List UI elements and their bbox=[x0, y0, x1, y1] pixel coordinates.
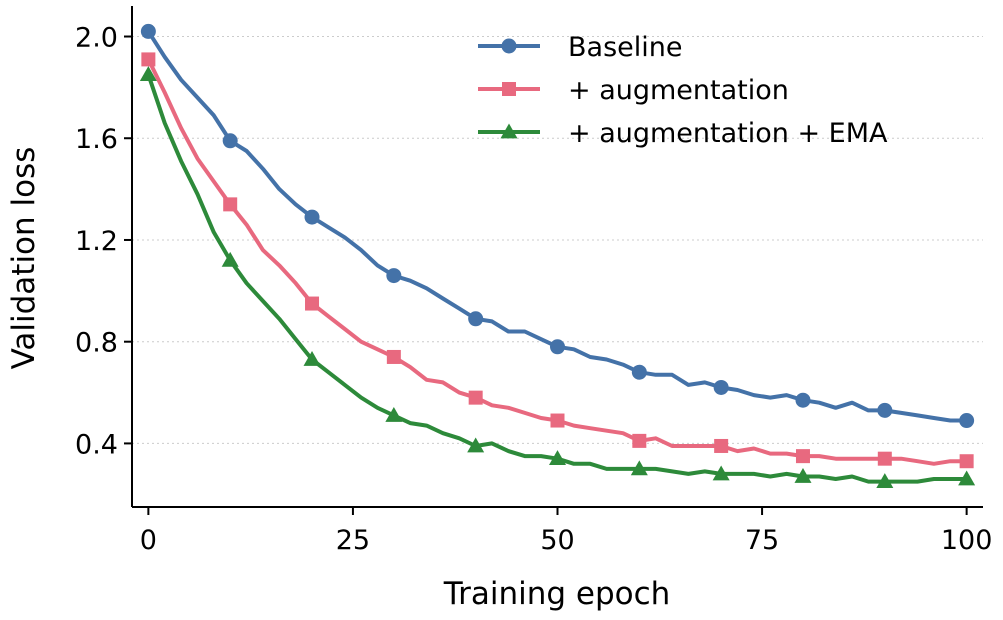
data-point-marker bbox=[794, 467, 812, 483]
data-point-marker bbox=[221, 251, 239, 267]
data-point-marker bbox=[631, 364, 647, 380]
data-point-marker bbox=[550, 339, 565, 355]
legend-marker bbox=[501, 38, 517, 54]
data-point-marker bbox=[959, 413, 975, 429]
data-point-marker bbox=[549, 450, 566, 466]
data-point-marker bbox=[386, 268, 402, 284]
x-tick-label: 75 bbox=[745, 525, 779, 556]
legend-entry: + augmentation bbox=[478, 75, 789, 106]
y-tick-label: 2.0 bbox=[75, 23, 118, 54]
data-point-marker bbox=[304, 209, 320, 225]
data-point-marker bbox=[141, 52, 156, 67]
x-tick-label: 50 bbox=[540, 525, 574, 556]
series-line bbox=[146, 29, 969, 423]
data-point-marker bbox=[958, 470, 976, 486]
legend-entry: Baseline bbox=[478, 32, 682, 63]
data-point-marker bbox=[712, 465, 730, 481]
legend-marker bbox=[502, 82, 516, 96]
data-point-marker bbox=[468, 390, 483, 405]
series-group bbox=[139, 23, 976, 488]
series-2 bbox=[141, 52, 974, 469]
y-tick-label: 0.4 bbox=[75, 429, 118, 460]
legend: Baseline + augmentation + augmentation + E… bbox=[478, 32, 888, 149]
data-point-marker bbox=[550, 413, 565, 428]
data-point-marker bbox=[140, 23, 156, 39]
series-3 bbox=[139, 66, 976, 488]
axis-ticks: 0.4 0.8 1.2 1.6 2.0 0 25 50 75 100 bbox=[75, 23, 992, 556]
data-point-marker bbox=[385, 406, 403, 422]
data-point-marker bbox=[223, 197, 238, 212]
data-point-marker bbox=[222, 133, 238, 149]
y-tick-label: 0.8 bbox=[75, 328, 118, 359]
x-axis-label: Training epoch bbox=[443, 576, 671, 612]
legend-label: Baseline bbox=[568, 32, 682, 63]
data-point-marker bbox=[630, 460, 648, 476]
data-point-marker bbox=[876, 473, 894, 488]
data-point-marker bbox=[139, 66, 157, 82]
data-point-marker bbox=[468, 311, 484, 327]
data-point-marker bbox=[877, 402, 893, 418]
data-point-marker bbox=[714, 438, 729, 453]
data-point-marker bbox=[305, 296, 320, 311]
data-point-marker bbox=[795, 449, 810, 464]
data-point-marker bbox=[632, 433, 647, 448]
gridlines bbox=[132, 36, 983, 444]
y-tick-label: 1.6 bbox=[75, 124, 118, 155]
data-point-marker bbox=[303, 350, 321, 366]
y-axis-label: Validation loss bbox=[6, 147, 42, 370]
data-point-marker bbox=[959, 454, 974, 469]
legend-label: + augmentation bbox=[568, 75, 789, 106]
data-point-marker bbox=[795, 392, 811, 408]
legend-label: + augmentation + EMA bbox=[568, 118, 888, 149]
y-tick-label: 1.2 bbox=[75, 226, 118, 257]
x-tick-label: 100 bbox=[941, 525, 993, 556]
data-point-marker bbox=[467, 437, 485, 453]
series-1 bbox=[140, 23, 975, 429]
data-point-marker bbox=[877, 451, 892, 466]
x-tick-label: 25 bbox=[336, 525, 370, 556]
data-point-marker bbox=[386, 349, 401, 364]
legend-entry: + augmentation + EMA bbox=[478, 118, 888, 149]
legend-marker bbox=[500, 123, 518, 139]
x-tick-label: 0 bbox=[140, 525, 157, 556]
data-point-marker bbox=[713, 379, 729, 395]
